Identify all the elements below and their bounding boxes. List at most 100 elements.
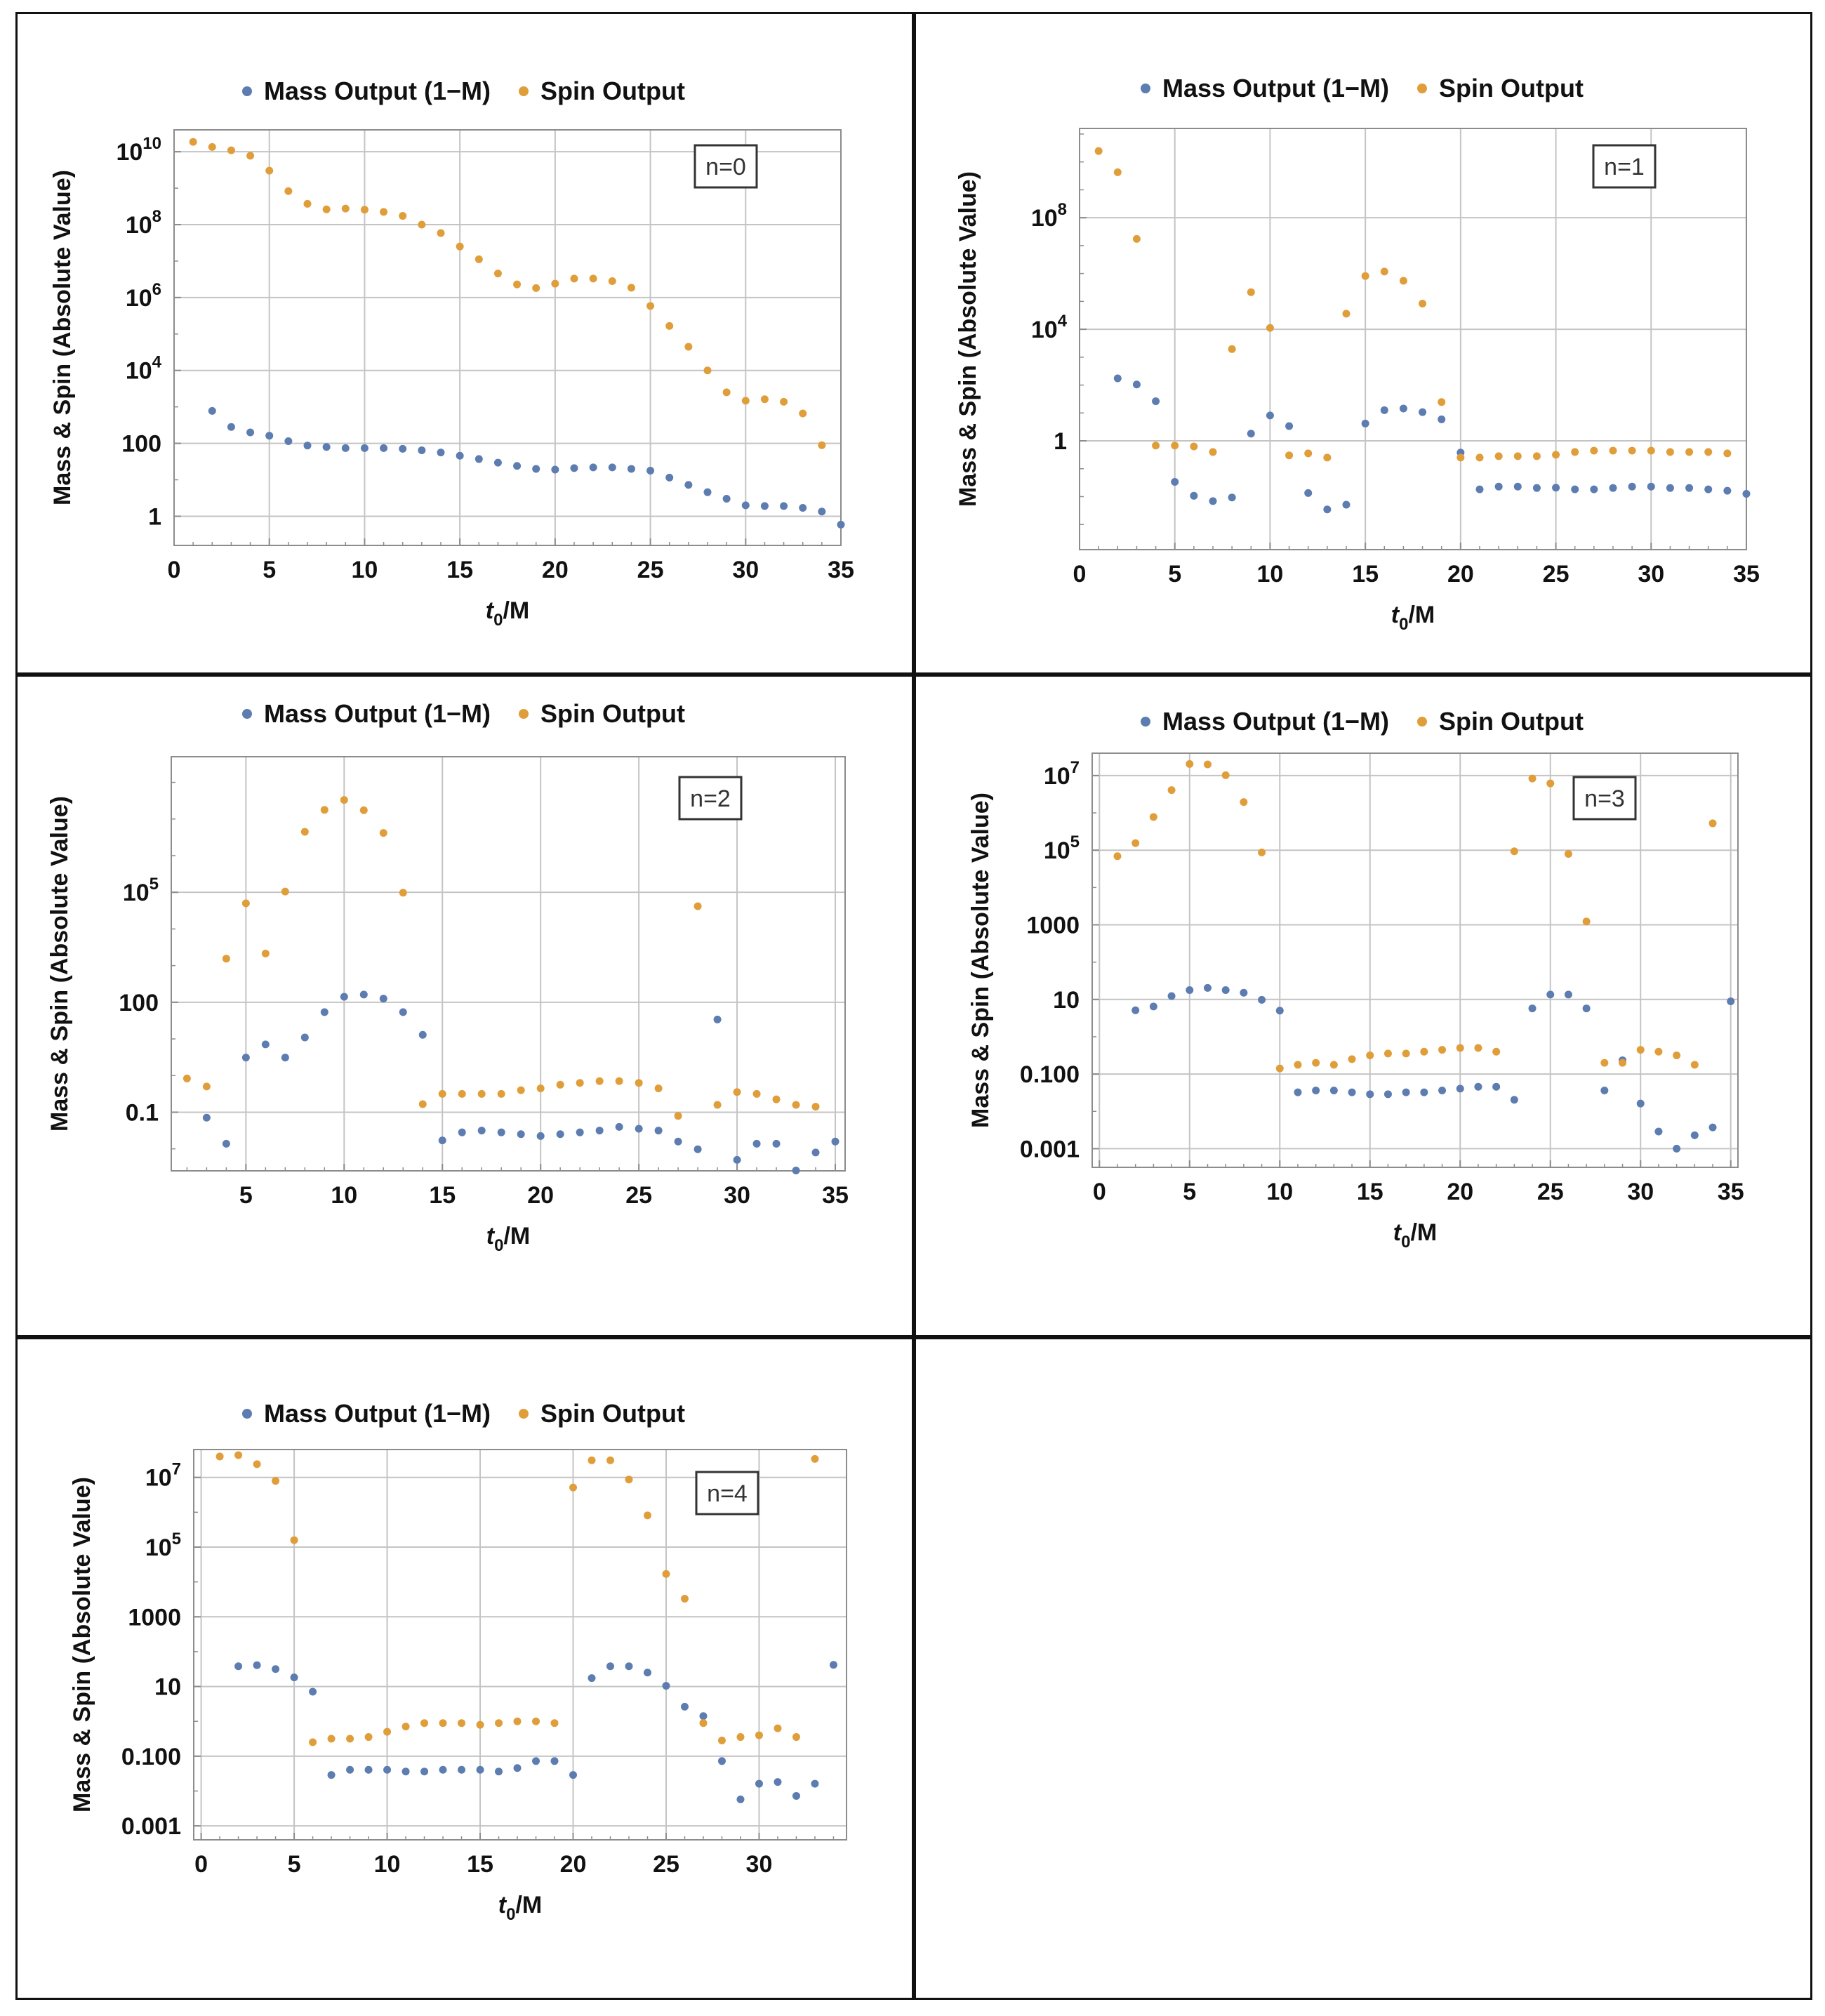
x-axis-label: t0/M bbox=[486, 1223, 530, 1255]
mass-point bbox=[811, 1148, 820, 1157]
spin-point bbox=[760, 395, 769, 404]
mass-point bbox=[1266, 411, 1274, 420]
mass-point bbox=[606, 1662, 615, 1671]
mass-point bbox=[569, 1771, 578, 1779]
spin-point bbox=[1420, 1047, 1428, 1056]
spin-point bbox=[733, 1088, 741, 1096]
spin-point bbox=[625, 1475, 633, 1484]
mass-point bbox=[399, 444, 407, 453]
mass-point bbox=[741, 501, 750, 510]
mass-point bbox=[241, 1054, 250, 1062]
spin-point bbox=[1247, 288, 1255, 296]
mass-point bbox=[589, 463, 597, 472]
mass-point bbox=[799, 504, 807, 512]
mass-point bbox=[713, 1015, 722, 1023]
panel-border bbox=[914, 675, 1812, 1337]
x-tick-label: 25 bbox=[625, 1182, 652, 1209]
x-tick-label: 10 bbox=[352, 557, 378, 583]
y-axis-label: Mass & Spin (Absolute Value) bbox=[955, 171, 981, 507]
mass-point bbox=[1690, 1131, 1699, 1139]
mass-point bbox=[290, 1673, 298, 1682]
x-tick-label: 25 bbox=[1543, 561, 1569, 588]
spin-point bbox=[253, 1460, 261, 1468]
y-tick-label: 1000 bbox=[128, 1604, 181, 1631]
mass-point bbox=[1190, 491, 1198, 500]
mass-point bbox=[340, 993, 348, 1001]
spin-point bbox=[1294, 1061, 1302, 1069]
spin-point bbox=[1167, 786, 1176, 795]
x-tick-label: 35 bbox=[822, 1182, 849, 1209]
spin-point bbox=[662, 1570, 670, 1578]
spin-point bbox=[1513, 452, 1522, 460]
x-tick-label: 20 bbox=[1447, 561, 1474, 588]
spin-point bbox=[261, 949, 270, 957]
spin-point bbox=[1673, 1052, 1681, 1060]
legend-spin-marker bbox=[519, 1409, 529, 1419]
mass-point bbox=[1582, 1004, 1591, 1013]
mass-point bbox=[513, 462, 522, 470]
spin-point bbox=[1149, 813, 1157, 821]
spin-point bbox=[493, 270, 502, 278]
spin-point bbox=[736, 1733, 745, 1742]
annotation-box bbox=[678, 776, 743, 821]
spin-point bbox=[340, 796, 348, 804]
spin-point bbox=[418, 1100, 427, 1108]
y-axis-label: Mass & Spin (Absolute Value) bbox=[967, 793, 994, 1128]
legend-mass-marker bbox=[242, 86, 252, 96]
spin-point bbox=[772, 1095, 781, 1103]
plot-frame bbox=[171, 756, 846, 1172]
mass-point bbox=[1275, 1007, 1284, 1015]
spin-point bbox=[227, 146, 235, 154]
mass-point bbox=[1383, 1090, 1392, 1099]
spin-point bbox=[1285, 451, 1294, 460]
spin-point bbox=[303, 199, 312, 208]
spin-point bbox=[327, 1735, 336, 1743]
mass-point bbox=[322, 443, 331, 451]
spin-point bbox=[1532, 452, 1541, 460]
x-tick-label: 25 bbox=[653, 1851, 679, 1878]
mass-point bbox=[1221, 986, 1230, 995]
spin-point bbox=[1600, 1059, 1609, 1067]
spin-point bbox=[383, 1727, 392, 1736]
mass-point bbox=[772, 1139, 781, 1148]
x-tick-label: 15 bbox=[1357, 1179, 1383, 1205]
spin-point bbox=[1609, 446, 1617, 455]
mass-point bbox=[399, 1008, 407, 1016]
legend-mass-label: Mass Output (1−M) bbox=[264, 699, 491, 728]
spin-point bbox=[360, 206, 369, 214]
spin-point bbox=[1113, 852, 1122, 861]
y-tick-label: 105 bbox=[123, 875, 159, 906]
spin-point bbox=[1399, 277, 1407, 285]
mass-point bbox=[792, 1166, 800, 1174]
spin-point bbox=[290, 1536, 298, 1544]
spin-point bbox=[1582, 917, 1591, 926]
mass-point bbox=[1742, 490, 1751, 498]
x-tick-label: 0 bbox=[168, 557, 181, 583]
mass-point bbox=[418, 446, 426, 454]
x-tick-label: 30 bbox=[1627, 1179, 1654, 1205]
spin-point bbox=[608, 277, 616, 286]
mass-point bbox=[227, 423, 235, 431]
legend-mass-label: Mass Output (1−M) bbox=[1162, 74, 1389, 102]
mass-point bbox=[439, 1765, 447, 1774]
spin-point bbox=[399, 212, 407, 220]
spin-point bbox=[1342, 310, 1350, 318]
x-tick-label: 0 bbox=[1073, 561, 1087, 588]
spin-point bbox=[780, 397, 788, 406]
spin-point bbox=[399, 889, 407, 897]
spin-point bbox=[1190, 442, 1198, 451]
legend-mass-marker bbox=[242, 1409, 252, 1419]
mass-point bbox=[1240, 988, 1248, 997]
spin-point bbox=[1456, 1044, 1464, 1052]
spin-point bbox=[627, 284, 635, 292]
chart-svg-n3: 0 5 10 15 20 25 30 35 0.001 0.100 10 1000 105 107 n=3 M… bbox=[914, 675, 1812, 1337]
spin-point bbox=[458, 1089, 466, 1098]
mass-point bbox=[755, 1779, 763, 1788]
plot-area bbox=[174, 130, 841, 545]
mass-point bbox=[438, 1136, 446, 1145]
mass-point bbox=[1654, 1127, 1663, 1136]
spin-point bbox=[517, 1086, 525, 1094]
spin-point bbox=[1221, 771, 1230, 779]
mass-point bbox=[1419, 408, 1427, 416]
legend-mass-label: Mass Output (1−M) bbox=[264, 77, 491, 105]
